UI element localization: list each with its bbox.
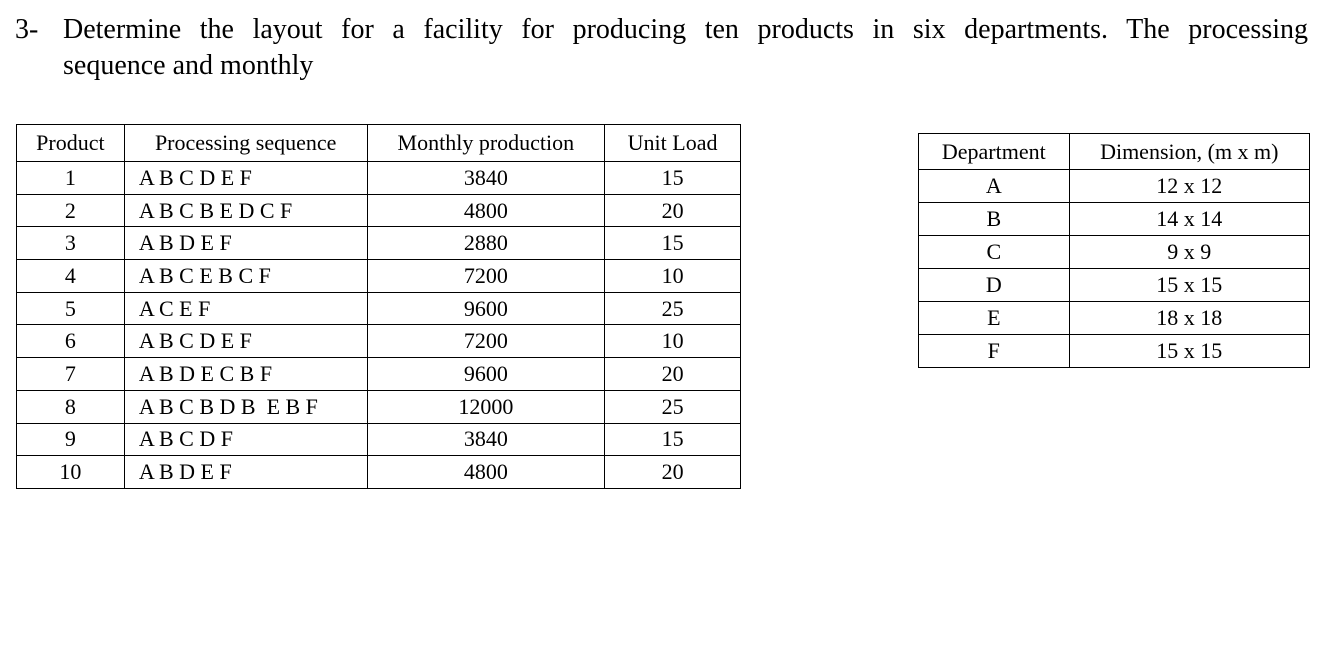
table-cell: A B C D F [123,422,368,457]
table-cell: D [918,268,1070,302]
header-cell: Dimension, (m x m) [1068,133,1311,170]
table-cell: 9 [16,422,125,457]
table-cell: 15 x 15 [1068,268,1311,302]
table-cell: F [918,334,1070,368]
table-cell: A B D E C B F [123,357,368,391]
table-cell: A [918,169,1070,203]
table-cell: 3840 [366,422,606,457]
table-cell: 1 [16,161,125,195]
table-cell: 3 [16,226,125,261]
table-cell: 5 [16,291,125,326]
table-cell: A B C E B C F [123,259,368,293]
table-cell: 10 [16,455,125,489]
table-cell: 9600 [366,291,606,326]
table-cell: A C E F [123,291,368,326]
table-row: B 14 x 14 [918,202,1311,236]
table-cell: 20 [604,357,741,391]
table-cell: 20 [604,193,741,228]
products-table: Product Processing sequence Monthly produc… [16,124,741,489]
table-row: 10 A B D E F 4800 20 [16,455,741,489]
question-text: Determine the layout for a facility for … [63,14,1308,45]
table-cell: 4800 [366,455,606,489]
table-cell: 7200 [366,324,606,359]
header-row: Product Processing sequence Monthly produc… [16,124,741,162]
table-cell: A B D E F [123,226,368,261]
table-cell: E [918,301,1070,335]
table-cell: A B C D E F [123,324,368,359]
table-cell: 4 [16,259,125,293]
departments-table: Department Dimension, (m x m) A 12 x 12 B 14 … [918,133,1311,368]
table-cell: 25 [604,291,741,326]
table-cell: 15 [604,422,741,457]
table-cell: 2880 [366,226,606,261]
table-cell: 15 [604,161,741,195]
header-cell: Department [918,133,1070,170]
table-cell: A B D E F [123,455,368,489]
header-cell: Processing sequence [123,124,368,162]
header-row: Department Dimension, (m x m) [918,133,1311,170]
table-cell: 25 [604,389,741,424]
table-cell: 9600 [366,357,606,391]
table-row: D 15 x 15 [918,268,1311,302]
table-cell: 12000 [366,389,606,424]
table-row: F 15 x 15 [918,334,1311,368]
table-cell: 18 x 18 [1068,301,1311,335]
question-text: sequence and monthly [63,50,314,81]
table-cell: 4800 [366,193,606,228]
table-cell: A B C D E F [123,161,368,195]
table-cell: 7 [16,357,125,391]
table-cell: A B C B D B E B F [123,389,368,424]
table-cell: 9 x 9 [1068,235,1311,269]
table-cell: A B C B E D C F [123,193,368,228]
table-row: A 12 x 12 [918,169,1311,203]
table-cell: 8 [16,389,125,424]
table-cell: B [918,202,1070,236]
table-cell: 6 [16,324,125,359]
header-cell: Unit Load [604,124,741,162]
table-cell: 3840 [366,161,606,195]
header-cell: Monthly production [366,124,606,162]
table-cell: 15 x 15 [1068,334,1311,368]
table-row: E 18 x 18 [918,301,1311,335]
table-cell: 14 x 14 [1068,202,1311,236]
table-cell: 15 [604,226,741,261]
table-cell: 20 [604,455,741,489]
table-cell: 2 [16,193,125,228]
table-cell: C [918,235,1070,269]
table-cell: 7200 [366,259,606,293]
table-cell: 10 [604,324,741,359]
header-cell: Product [16,124,125,162]
question-number: 3- [15,14,39,45]
table-cell: 12 x 12 [1068,169,1311,203]
table-cell: 10 [604,259,741,293]
